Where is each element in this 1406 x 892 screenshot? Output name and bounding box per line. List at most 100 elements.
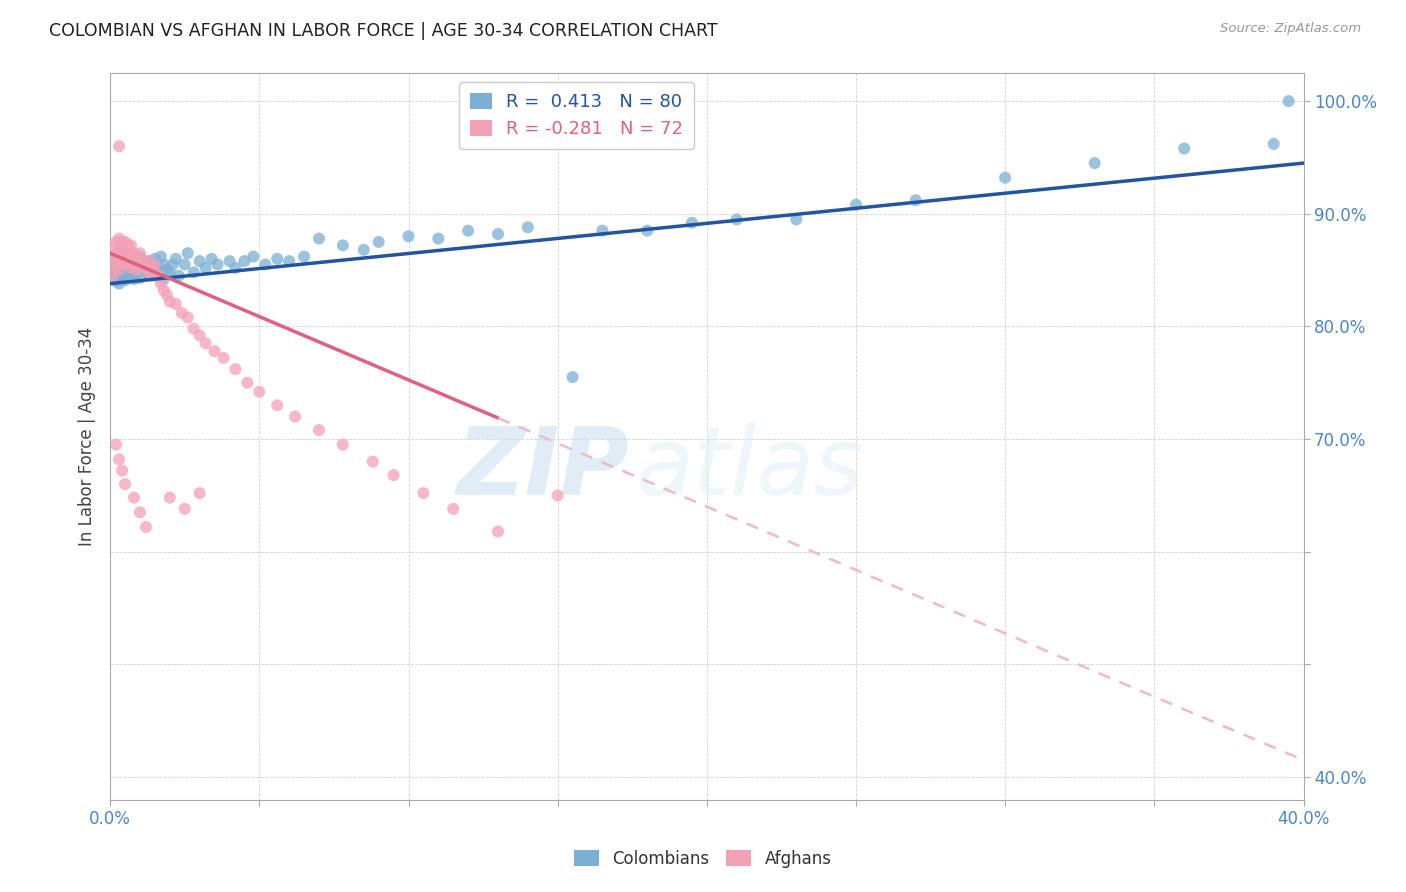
Point: [101, 268, 124, 283]
Point: [114, 477, 136, 491]
Point: [111, 271, 134, 285]
Point: [108, 265, 131, 279]
Point: [125, 250, 148, 264]
Point: [904, 194, 927, 208]
Point: [1173, 141, 1195, 155]
Point: [266, 398, 288, 412]
Point: [117, 238, 139, 252]
Point: [108, 231, 131, 245]
Point: [120, 250, 142, 264]
Point: [233, 254, 256, 268]
Point: [457, 224, 479, 238]
Point: [135, 260, 157, 275]
Point: [122, 491, 145, 505]
Point: [725, 212, 748, 227]
Point: [117, 250, 139, 264]
Point: [125, 252, 148, 266]
Point: [681, 216, 703, 230]
Point: [165, 252, 187, 266]
Point: [125, 263, 148, 277]
Point: [120, 250, 142, 264]
Point: [1084, 156, 1107, 170]
Point: [114, 246, 136, 260]
Point: [143, 257, 166, 271]
Point: [159, 265, 181, 279]
Point: [382, 468, 405, 483]
Point: [108, 277, 131, 291]
Point: [101, 257, 124, 271]
Text: Source: ZipAtlas.com: Source: ZipAtlas.com: [1220, 22, 1361, 36]
Point: [143, 265, 166, 279]
Point: [101, 250, 124, 264]
Point: [159, 491, 181, 505]
Point: [105, 252, 128, 266]
Text: atlas: atlas: [636, 424, 863, 515]
Point: [353, 243, 375, 257]
Point: [108, 452, 131, 467]
Point: [111, 235, 134, 249]
Point: [105, 257, 128, 271]
Point: [188, 486, 211, 500]
Point: [308, 231, 330, 245]
Point: [177, 246, 200, 260]
Point: [845, 198, 868, 212]
Point: [138, 254, 160, 268]
Point: [170, 306, 193, 320]
Point: [561, 370, 583, 384]
Point: [207, 257, 229, 271]
Point: [441, 502, 464, 516]
Point: [101, 241, 124, 255]
Point: [111, 246, 134, 260]
Point: [516, 220, 538, 235]
Point: [101, 250, 124, 264]
Point: [120, 238, 142, 252]
Point: [636, 224, 658, 238]
Point: [114, 257, 136, 271]
Point: [138, 254, 160, 268]
Point: [105, 438, 128, 452]
Point: [125, 265, 148, 279]
Point: [218, 254, 240, 268]
Legend: R =  0.413   N = 80, R = -0.281   N = 72: R = 0.413 N = 80, R = -0.281 N = 72: [460, 82, 695, 149]
Point: [101, 263, 124, 277]
Point: [132, 254, 155, 268]
Point: [108, 263, 131, 277]
Point: [108, 252, 131, 266]
Point: [427, 231, 450, 245]
Point: [486, 524, 509, 539]
Point: [122, 257, 145, 271]
Point: [114, 273, 136, 287]
Y-axis label: In Labor Force | Age 30-34: In Labor Force | Age 30-34: [79, 326, 96, 546]
Point: [149, 277, 172, 291]
Point: [332, 238, 354, 252]
Point: [194, 260, 217, 275]
Point: [129, 257, 152, 271]
Point: [101, 268, 124, 283]
Point: [105, 274, 128, 288]
Point: [122, 246, 145, 260]
Point: [111, 257, 134, 271]
Point: [111, 250, 134, 264]
Point: [177, 310, 200, 325]
Point: [114, 260, 136, 275]
Text: ZIP: ZIP: [457, 423, 630, 515]
Point: [120, 260, 142, 275]
Point: [332, 438, 354, 452]
Point: [247, 384, 270, 399]
Point: [108, 243, 131, 257]
Point: [254, 257, 277, 271]
Point: [135, 520, 157, 534]
Point: [212, 351, 235, 365]
Point: [591, 224, 613, 238]
Point: [156, 263, 179, 277]
Point: [156, 288, 179, 302]
Point: [173, 257, 195, 271]
Point: [188, 254, 211, 268]
Point: [486, 227, 509, 241]
Point: [108, 246, 131, 260]
Point: [143, 268, 166, 283]
Point: [367, 235, 389, 249]
Point: [412, 486, 434, 500]
Point: [122, 272, 145, 286]
Point: [547, 488, 569, 502]
